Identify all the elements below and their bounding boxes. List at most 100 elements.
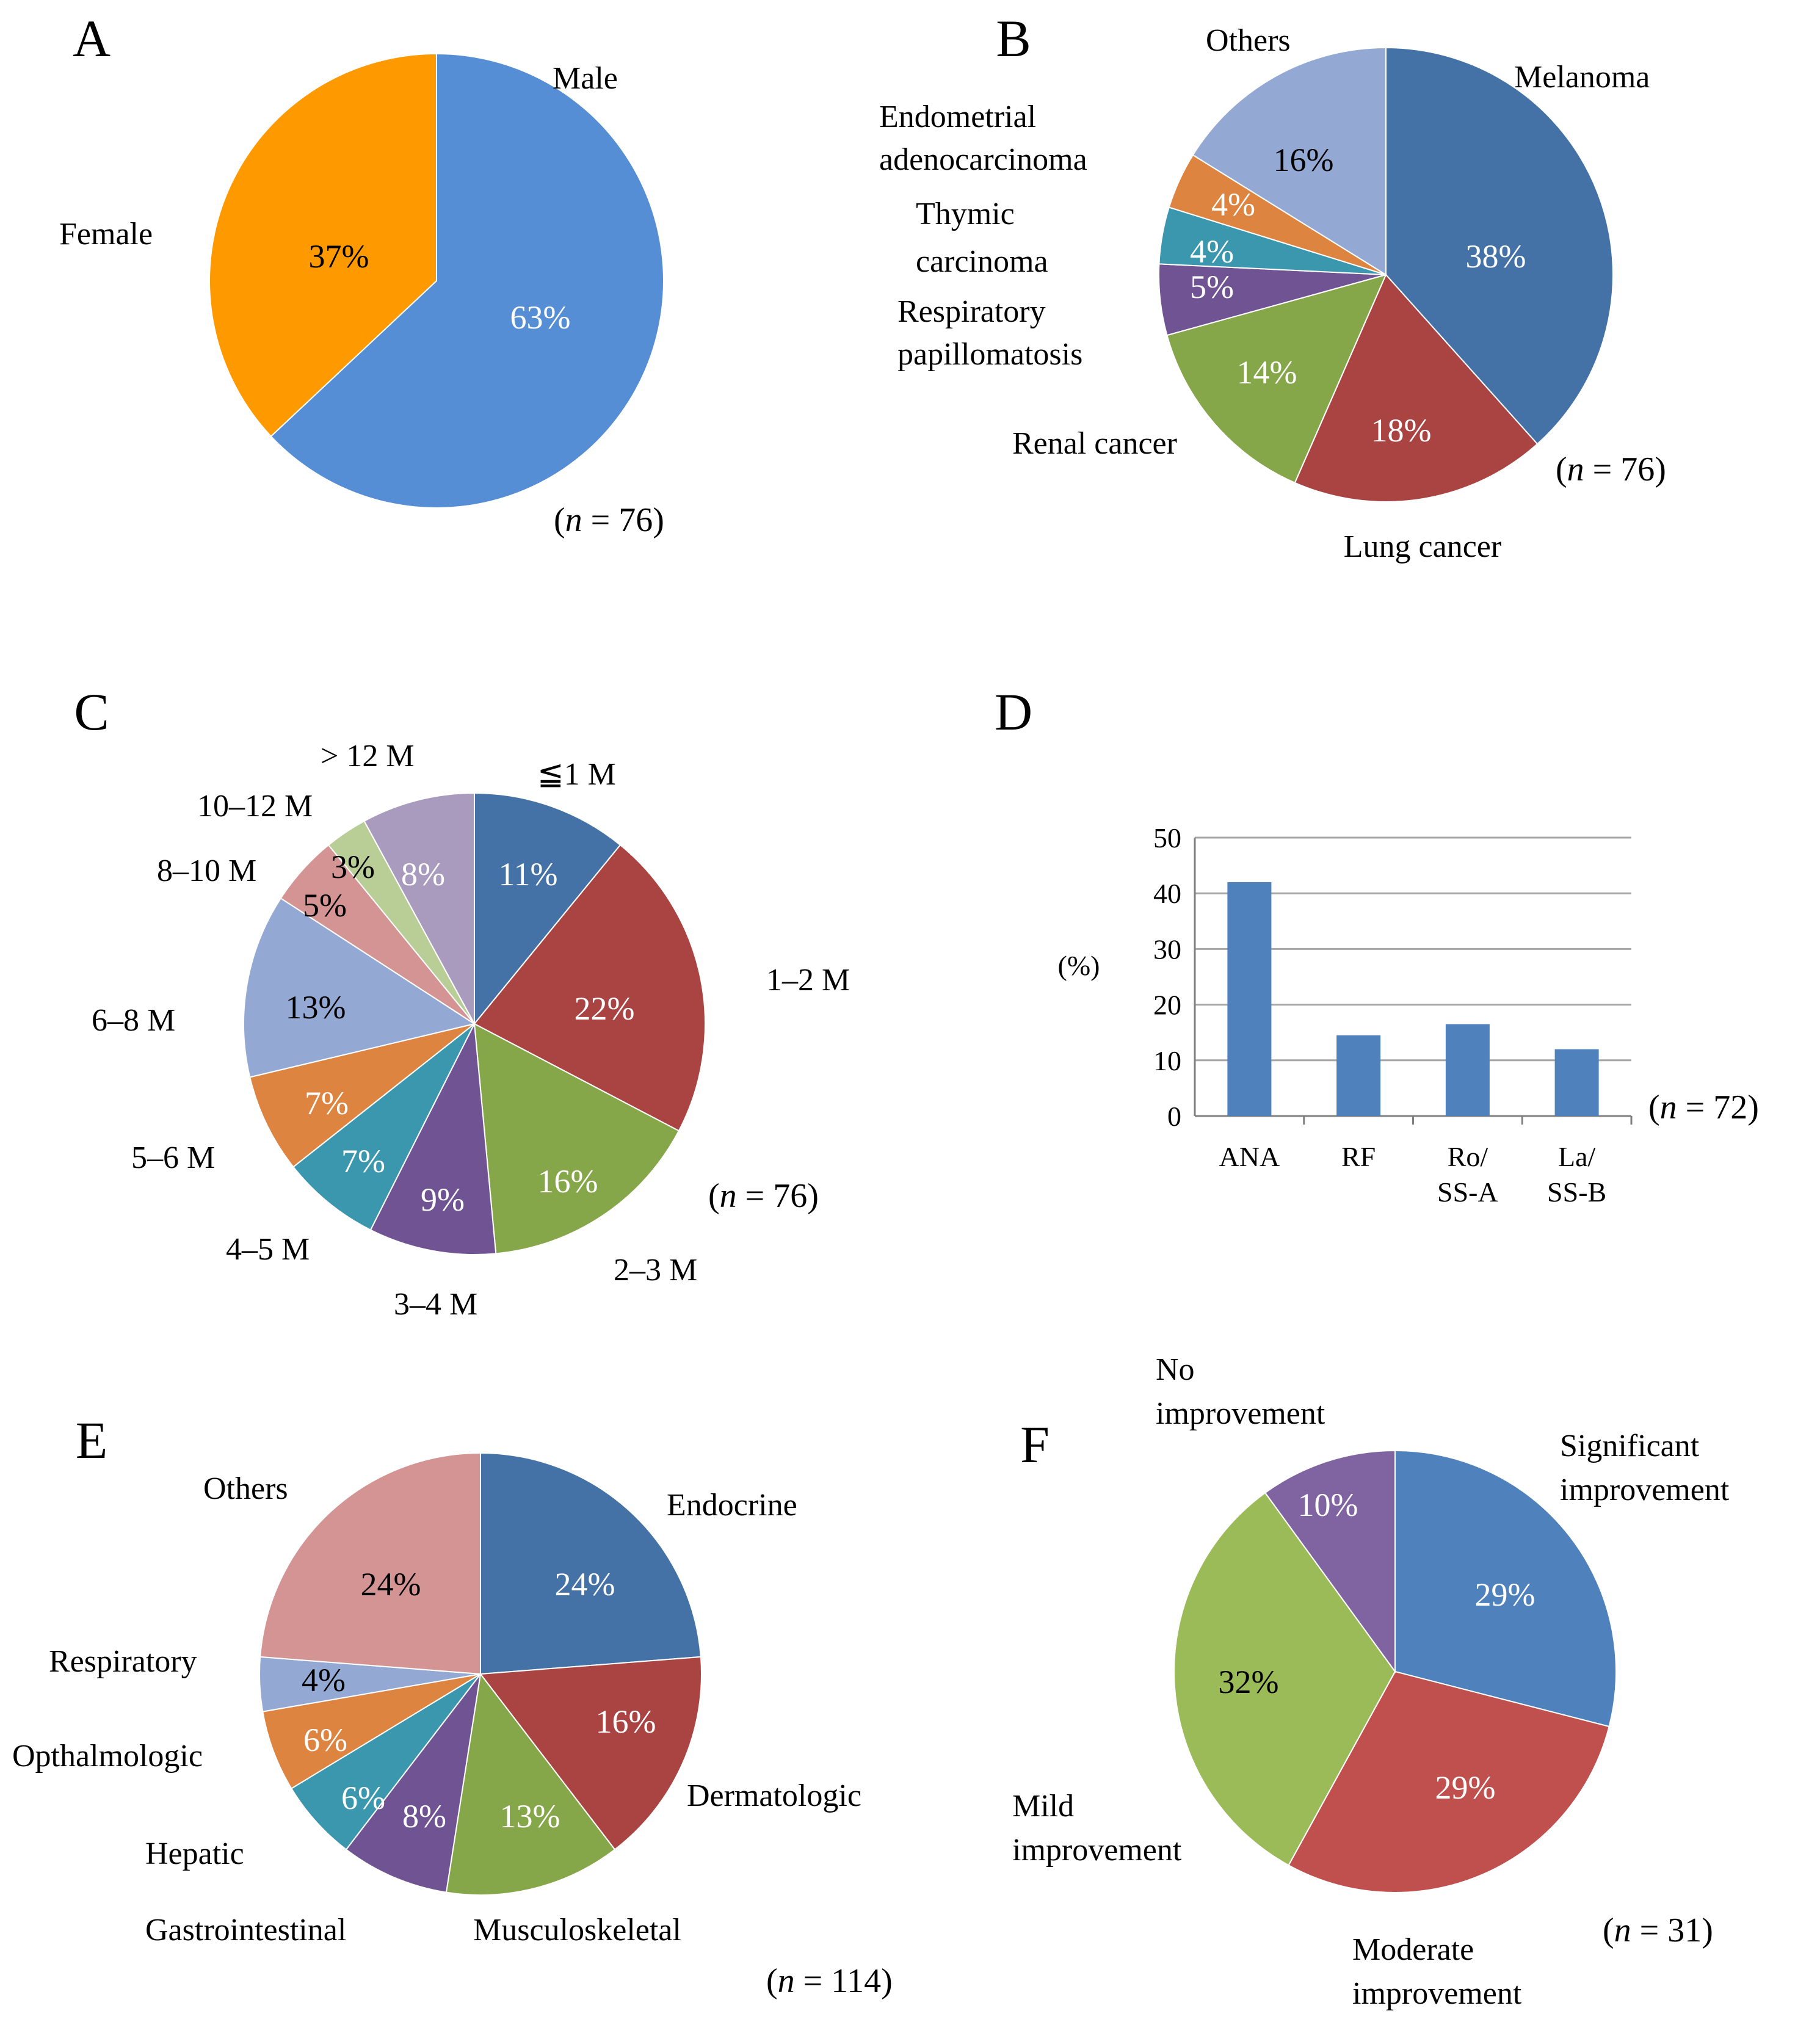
category-label: 10–12 M <box>197 789 313 824</box>
y-tick-label: 10 <box>1153 1045 1181 1076</box>
category-label: Endometrial adenocarcinoma <box>879 100 1087 177</box>
category-label: Male <box>553 61 618 96</box>
pie-slice-melanoma <box>1385 46 1614 445</box>
pct-label-melanoma: 38% <box>1466 238 1526 275</box>
sample-size-label: (n = 76) <box>708 1177 819 1215</box>
pie-slice-12-m <box>363 792 475 1024</box>
pie-slice-significant-improvement <box>1394 1449 1617 1728</box>
pie-slice-female <box>209 53 437 438</box>
y-axis-label: (%) <box>1058 950 1100 981</box>
pct-label-5-6-m: 7% <box>305 1085 349 1122</box>
pie-slice-lung-cancer <box>1294 274 1539 502</box>
pie-slice-others <box>259 1452 481 1675</box>
pie-slice-3-4-m <box>369 1021 497 1255</box>
pct-label-opthalmologic: 6% <box>303 1722 347 1758</box>
panel-c-onset-time-pie: C 11% 22% 16% 9% 7% 7% 13% 5%3% 8% ≦1 M 1–2 M 2–3 M 3… <box>74 683 850 1322</box>
sample-size-label: (n = 76) <box>1556 451 1666 488</box>
sample-size-label: (n = 76) <box>554 501 664 539</box>
pct-label-1-2-m: 22% <box>575 990 635 1027</box>
category-label: 5–6 M <box>131 1140 215 1175</box>
category-label: Thymic carcinoma <box>916 197 1048 279</box>
pie-slice-others <box>1192 46 1387 276</box>
pie-slice-hepatic <box>290 1673 481 1850</box>
pct-label-musculoskeletal: 13% <box>500 1798 560 1835</box>
pie-slice-endocrine <box>480 1452 702 1675</box>
y-tick-label: 40 <box>1153 878 1181 909</box>
category-label: Lung cancer <box>1344 529 1501 564</box>
category-label: Significant improvement <box>1560 1429 1730 1507</box>
panel-label: F <box>1020 1415 1050 1474</box>
pct-label-others: 24% <box>361 1566 421 1603</box>
panel-f-improvement-pie: F 29% 29% 32% 10% Significant improvement Moder… <box>1012 1352 1730 2011</box>
pct-label-3-4-m: 9% <box>421 1181 465 1218</box>
pct-label-1-m: 11% <box>499 856 558 893</box>
pct-label-thymic-carcinoma: 4% <box>1190 233 1234 270</box>
x-tick-label: RF <box>1341 1141 1376 1172</box>
panel-label: C <box>74 683 109 741</box>
pct-label-others: 16% <box>1274 142 1334 178</box>
category-label: Respiratory <box>49 1644 197 1679</box>
pie-slice-dermatologic <box>479 1656 702 1850</box>
pie-slice-musculoskeletal <box>445 1672 616 1896</box>
pie-slice-4-5-m <box>292 1023 475 1231</box>
pie-slice-2-3-m <box>473 1023 680 1255</box>
category-label: ≦1 M <box>537 757 616 792</box>
category-label: Endocrine <box>667 1488 797 1523</box>
pct-label-10-12-m: 3% <box>331 849 375 885</box>
pie-slice-1-2-m <box>473 844 706 1132</box>
pct-label-6-8-m: 13% <box>286 989 346 1026</box>
category-label: 2–3 M <box>614 1253 697 1288</box>
pct-label-8-10-m: 5% <box>303 887 347 924</box>
pct-label-2-3-m: 16% <box>538 1163 598 1200</box>
pct-label-female: 37% <box>309 238 369 275</box>
category-label: Gastrointestinal <box>145 1913 346 1948</box>
panel-d-autoantibody-bar: D 0 10 20 30 40 50 (%) ANA RF Ro/SS-A La/SS-B (n = 7… <box>995 683 1759 1208</box>
pct-label-male: 63% <box>510 299 571 336</box>
category-label: Female <box>59 217 153 252</box>
category-label: > 12 M <box>321 739 415 774</box>
category-label: Opthalmologic <box>12 1739 203 1774</box>
panel-e-irae-organ-pie: E 24% 16% 13% 8% 6% 6% 4% 24% Endocrine Dermatolog… <box>12 1411 893 2000</box>
pie-slice-gastrointestinal <box>345 1673 481 1893</box>
category-label: Others <box>203 1471 288 1506</box>
category-label: 6–8 M <box>92 1003 175 1038</box>
category-label: Hepatic <box>145 1836 244 1871</box>
x-tick-label: La/SS-B <box>1547 1141 1606 1208</box>
category-label: Others <box>1206 23 1291 58</box>
category-label: Dermatologic <box>687 1778 861 1813</box>
y-tick-label: 50 <box>1153 822 1181 853</box>
bar-la-ss-b <box>1554 1049 1599 1116</box>
pie-slice-moderate-improvement <box>1288 1670 1610 1893</box>
category-label: 4–5 M <box>226 1232 310 1267</box>
category-label: No improvement <box>1156 1352 1325 1431</box>
category-label: Renal cancer <box>1012 426 1177 461</box>
pct-label-12-m: 8% <box>401 856 445 893</box>
pct-label-mild-improvement: 32% <box>1219 1664 1279 1700</box>
sample-size-label: (n = 31) <box>1603 1912 1713 1949</box>
x-tick-label: ANA <box>1219 1141 1280 1172</box>
pie-slice-1-m <box>474 792 622 1026</box>
category-label: Mild improvement <box>1012 1789 1182 1868</box>
pie-slice-6-8-m <box>243 897 476 1078</box>
sample-size-label: (n = 72) <box>1648 1089 1759 1126</box>
panel-a-gender-pie: A 63% 37% Male Female (n = 76) <box>59 9 664 539</box>
pie-slice-5-6-m <box>249 1023 475 1168</box>
pct-label-gastrointestinal: 8% <box>402 1798 446 1835</box>
y-tick-label: 20 <box>1153 990 1181 1021</box>
pie-slice-no-improvement <box>1264 1449 1396 1674</box>
panel-label: E <box>76 1411 108 1469</box>
pct-label-dermatologic: 16% <box>596 1703 656 1740</box>
pct-label-renal-cancer: 14% <box>1237 354 1297 391</box>
bar-ro-ss-a <box>1445 1024 1490 1116</box>
pct-label-hepatic: 6% <box>341 1780 385 1816</box>
panel-label: B <box>996 9 1031 68</box>
category-label: Respiratory papillomatosis <box>897 294 1082 372</box>
pct-label-no-improvement: 10% <box>1298 1487 1358 1523</box>
sample-size-label: (n = 114) <box>766 1962 893 2000</box>
pct-label-moderate-improvement: 29% <box>1435 1769 1496 1806</box>
pie-slice-mild-improvement <box>1173 1491 1396 1866</box>
pie-slice-renal-cancer <box>1166 274 1387 484</box>
